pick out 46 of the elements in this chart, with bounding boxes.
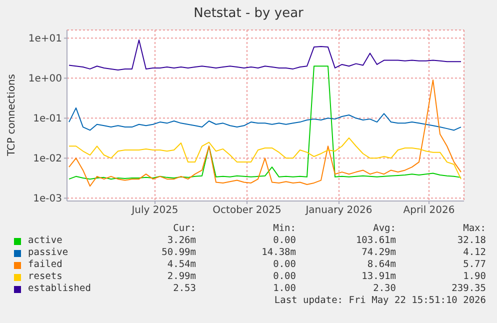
text: 4.12 xyxy=(462,247,486,259)
text: 0.00 xyxy=(272,235,296,247)
line-series xyxy=(68,137,462,180)
text: 13.91m xyxy=(360,271,396,283)
text: Last update: Fri May 22 15:51:10 2026 xyxy=(273,295,486,307)
text: 5.77 xyxy=(462,259,486,271)
text: 103.61m xyxy=(354,235,396,247)
text: 4.54m xyxy=(166,259,196,271)
text: Min: xyxy=(272,223,296,235)
text: 2.30 xyxy=(372,283,396,295)
y-axis-title: TCP connections xyxy=(6,74,18,156)
text: 3.26m xyxy=(166,235,196,247)
text: Avg: xyxy=(372,223,396,235)
line-series xyxy=(68,107,462,131)
x-tick-label: October 2025 xyxy=(212,205,282,216)
text: 1.00 xyxy=(272,283,296,295)
x-tick-label: January 2026 xyxy=(304,205,372,216)
text: 14.38m xyxy=(260,247,296,259)
text: 2.99m xyxy=(166,271,196,283)
y-tick-label: 1e-01 xyxy=(33,114,62,125)
text: 8.64m xyxy=(366,259,396,271)
text: Cur: xyxy=(172,223,196,235)
y-tick-label: 1e+01 xyxy=(28,34,62,45)
line-series xyxy=(68,66,462,180)
legend-label: failed xyxy=(28,259,62,271)
line-series xyxy=(68,80,462,187)
y-tick-label: 1e-03 xyxy=(33,194,62,205)
text: 0.00 xyxy=(272,271,296,283)
legend-label: active xyxy=(28,235,62,247)
y-tick-label: 1e-02 xyxy=(33,154,62,165)
text: 0.00 xyxy=(272,259,296,271)
text: 239.35 xyxy=(450,283,486,295)
x-tick-label: April 2026 xyxy=(403,205,455,216)
chart-title: Netstat - by year xyxy=(192,6,304,21)
legend-label: established xyxy=(28,283,91,295)
x-tick-label: July 2025 xyxy=(130,205,178,216)
legend-label: passive xyxy=(28,247,68,259)
text: 50.99m xyxy=(160,247,196,259)
text: Max: xyxy=(462,223,486,235)
text: 2.53 xyxy=(172,283,196,295)
text: 74.29m xyxy=(360,247,396,259)
legend-label: resets xyxy=(28,271,62,283)
line-series xyxy=(68,39,462,71)
text: 1.90 xyxy=(462,271,486,283)
text: 32.18 xyxy=(456,235,486,247)
y-tick-label: 1e+00 xyxy=(28,74,62,85)
